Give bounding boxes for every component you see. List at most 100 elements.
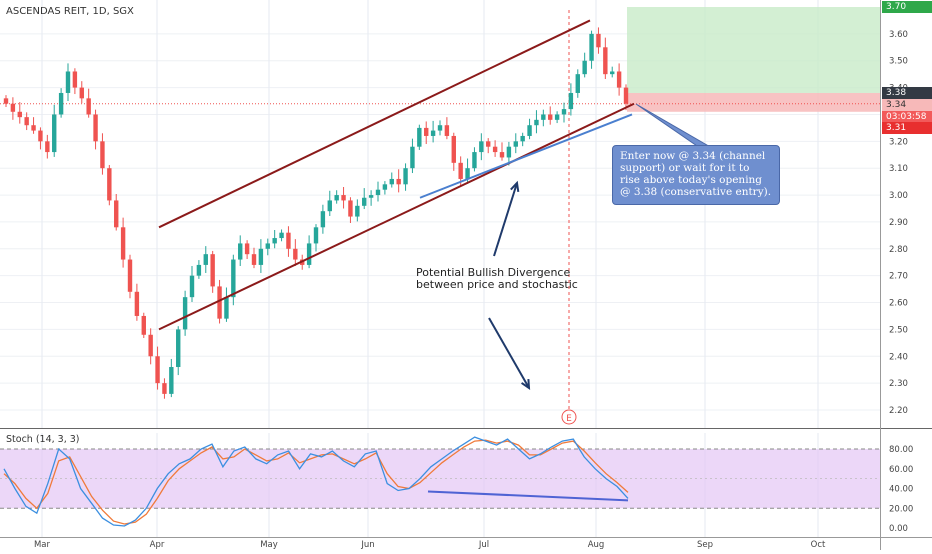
candle-body [589,33,594,61]
divergence-text-line2: between price and stochastic [416,278,578,291]
price-tick-label: 3.60 [889,30,908,40]
candle-body [603,47,608,75]
candle-body [327,200,332,212]
stop-zone [627,92,880,112]
candle-body [561,109,567,115]
price-tick-label: 3.20 [889,137,908,147]
candle-body [499,152,505,158]
candle-body [107,168,112,201]
candle-body [506,146,512,158]
candle-body [375,189,381,196]
chart-title: ASCENDAS REIT, 1D, SGX [6,6,134,17]
channel-lower-line [158,102,635,331]
axes: ASCENDAS REIT, 1D, SGX 2.20 2.30 2.40 2.50 2.… [6,6,913,550]
candle-body [341,195,346,201]
candle-body [224,297,229,319]
price-tick-label: 2.60 [889,299,908,309]
candle-body [120,227,126,260]
candle-body [458,162,463,179]
divergence-text-line1: Potential Bullish Divergence [416,266,570,279]
stoch-tick-label: 0.00 [889,524,908,534]
month-tick-label: May [260,540,278,550]
candle-body [403,168,408,185]
stoch-title: Stoch (14, 3, 3) [6,434,80,445]
candle-body [513,141,518,147]
price-tick-label: 3.10 [889,164,908,174]
candle-body [3,98,9,104]
trade-zones [0,7,880,410]
candle-body [396,178,401,185]
channel-lines [158,19,635,331]
open-price-tag: 3.38 [882,87,932,99]
candle-body [610,71,615,75]
candle-body [24,117,29,126]
candle-body [527,125,532,136]
candle-body [114,200,119,228]
candle-body [265,243,270,249]
candle-body [79,87,84,99]
candle-body [541,114,546,120]
entry-price-tag: 3.34 [882,99,932,111]
candle-body [244,243,250,255]
stoch-tick-label: 40.00 [889,485,913,495]
candle-body [238,243,243,260]
candle-body [17,111,22,118]
target-price-tag: 3.70 [882,1,932,13]
candle-body [348,200,353,217]
candle-body [155,356,160,384]
candle-body [534,119,539,126]
candle-body [134,291,140,316]
candle-body [465,168,470,179]
price-tick-label: 3.00 [889,191,908,201]
candle-body [169,367,174,394]
candles [3,27,629,399]
price-tick-label: 2.30 [889,379,908,389]
candle-body [417,127,422,147]
candle-body [127,259,133,292]
candle-body [548,114,553,120]
stoch-d-line [3,439,629,525]
candle-body [189,275,195,298]
candle-body [355,205,360,217]
earnings-marker-circle [561,409,577,425]
candle-body [451,135,456,163]
candle-body [93,114,98,142]
stoch-tick-label: 60.00 [889,465,913,475]
candle-body [10,103,16,112]
stop-price-tag: 3.31 [882,122,932,134]
candle-body [100,141,105,169]
price-tick-label: 2.20 [889,406,908,416]
month-tick-label: Jun [360,540,374,550]
candle-body [424,127,429,136]
candle-body [293,248,298,260]
stoch-arrow-shaft [488,317,530,389]
price-tick-label: 2.40 [889,352,908,362]
candle-body [575,74,580,93]
candle-body [334,195,339,201]
candle-body [65,71,71,93]
price-arrow-head [510,180,520,193]
candle-body [486,141,491,147]
candle-body [231,259,236,298]
candle-body [596,33,601,48]
candle-body [437,125,443,131]
candle-body [362,197,367,206]
entry-callout: Enter now @ 3.34 (channel support) or wa… [612,145,780,205]
candle-body [31,125,36,131]
candle-body [410,146,415,169]
candle-body [86,98,91,115]
channel-upper-line [158,19,591,229]
candle-body [210,254,215,287]
candle-body [616,71,622,88]
candle-body [217,286,222,319]
stochastic-panel: Stoch (14, 3, 3) [0,434,880,527]
candle-body [38,130,43,142]
candle-body [141,315,146,335]
candle-body [182,297,188,330]
price-arrow-shaft [493,182,518,257]
candle-body [58,92,64,115]
candle-body [554,114,560,120]
candle-body [148,334,153,357]
candle-body [203,254,208,265]
